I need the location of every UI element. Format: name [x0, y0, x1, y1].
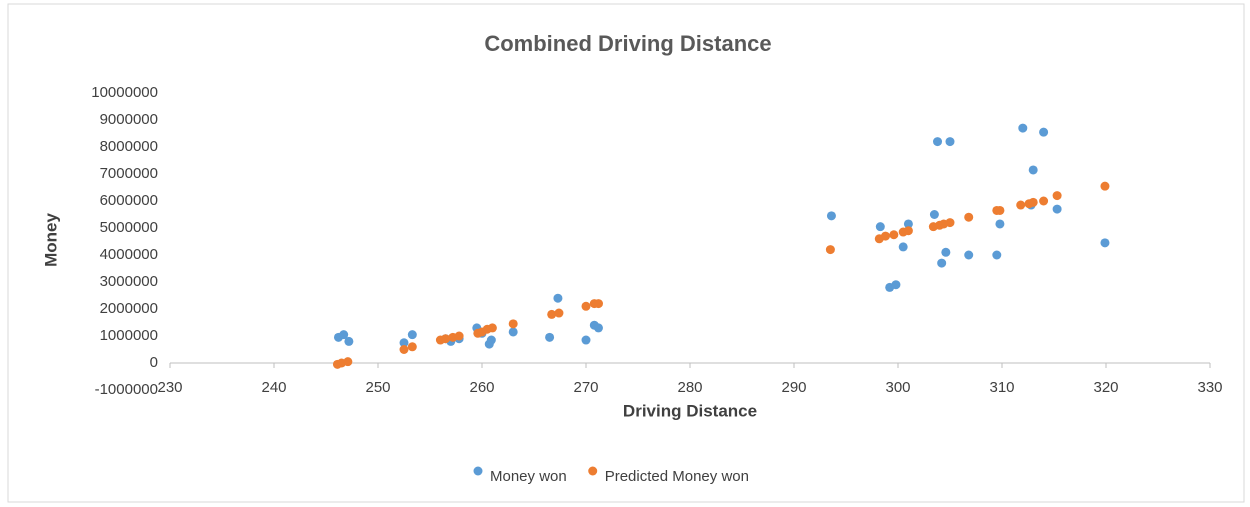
y-tick-label: 7000000 [100, 165, 158, 182]
x-tick-label: 260 [469, 379, 494, 396]
point [399, 338, 409, 348]
y-tick-label: 5000000 [100, 219, 158, 236]
point [992, 250, 1002, 260]
y-tick-label: 10000000 [91, 84, 158, 101]
point [1052, 191, 1062, 201]
point [581, 335, 591, 345]
point [407, 342, 417, 352]
point [825, 245, 835, 255]
y-axis-title: Money [41, 213, 60, 267]
point [1039, 196, 1049, 206]
point [1018, 123, 1028, 133]
x-axis-title: Driving Distance [623, 401, 757, 420]
point [903, 219, 913, 229]
y-tick-label: 1000000 [100, 327, 158, 344]
y-tick-label: 4000000 [100, 246, 158, 263]
point [891, 280, 901, 290]
x-tick-label: 250 [365, 379, 390, 396]
y-tick-label: 8000000 [100, 138, 158, 155]
point [407, 330, 417, 340]
point [945, 137, 955, 147]
point [933, 137, 943, 147]
y-tick-label: 2000000 [100, 300, 158, 317]
point [1028, 197, 1038, 207]
point [945, 218, 955, 228]
point [1100, 181, 1110, 191]
point [454, 331, 464, 341]
point [941, 247, 951, 257]
point [343, 357, 353, 367]
point [581, 301, 591, 311]
x-tick-label: 240 [261, 379, 286, 396]
point [553, 293, 563, 303]
point [487, 323, 497, 333]
point [826, 211, 836, 221]
x-tick-label: 320 [1093, 379, 1118, 396]
x-tick-label: 330 [1197, 379, 1222, 396]
legend-label: Predicted Money won [605, 468, 749, 485]
chart-border [7, 3, 1245, 503]
point [881, 231, 891, 241]
point [1016, 200, 1026, 210]
point [995, 205, 1005, 215]
x-tick-label: 280 [677, 379, 702, 396]
point [593, 323, 603, 333]
y-tick-label: -1000000 [95, 381, 158, 398]
point [1052, 204, 1062, 214]
point [339, 330, 349, 340]
point [1039, 127, 1049, 137]
legend-swatch [473, 466, 483, 476]
point [441, 334, 451, 344]
point [929, 210, 939, 219]
point [547, 309, 557, 319]
point [1028, 165, 1038, 175]
x-tick-label: 310 [989, 379, 1014, 396]
y-tick-label: 3000000 [100, 273, 158, 290]
point [554, 308, 564, 318]
point [1100, 238, 1110, 248]
legend-label: Money won [490, 468, 567, 485]
point [995, 219, 1005, 229]
point [875, 222, 885, 232]
point [508, 319, 518, 329]
point [964, 212, 974, 222]
x-tick-label: 230 [157, 379, 182, 396]
point [898, 242, 908, 252]
point [889, 230, 899, 240]
y-tick-label: 6000000 [100, 192, 158, 209]
point [344, 336, 354, 346]
y-tick-label: 0 [150, 354, 158, 371]
x-tick-label: 300 [885, 379, 910, 396]
x-tick-label: 290 [781, 379, 806, 396]
legend-swatch [588, 466, 598, 476]
point [964, 250, 974, 260]
x-tick-label: 270 [573, 379, 598, 396]
point [486, 335, 496, 345]
point [545, 332, 555, 342]
y-tick-label: 9000000 [100, 111, 158, 128]
point [508, 327, 518, 337]
chart-title: Combined Driving Distance [484, 31, 771, 56]
point [937, 258, 947, 268]
point [593, 299, 603, 309]
point [399, 345, 409, 354]
point [903, 226, 913, 236]
